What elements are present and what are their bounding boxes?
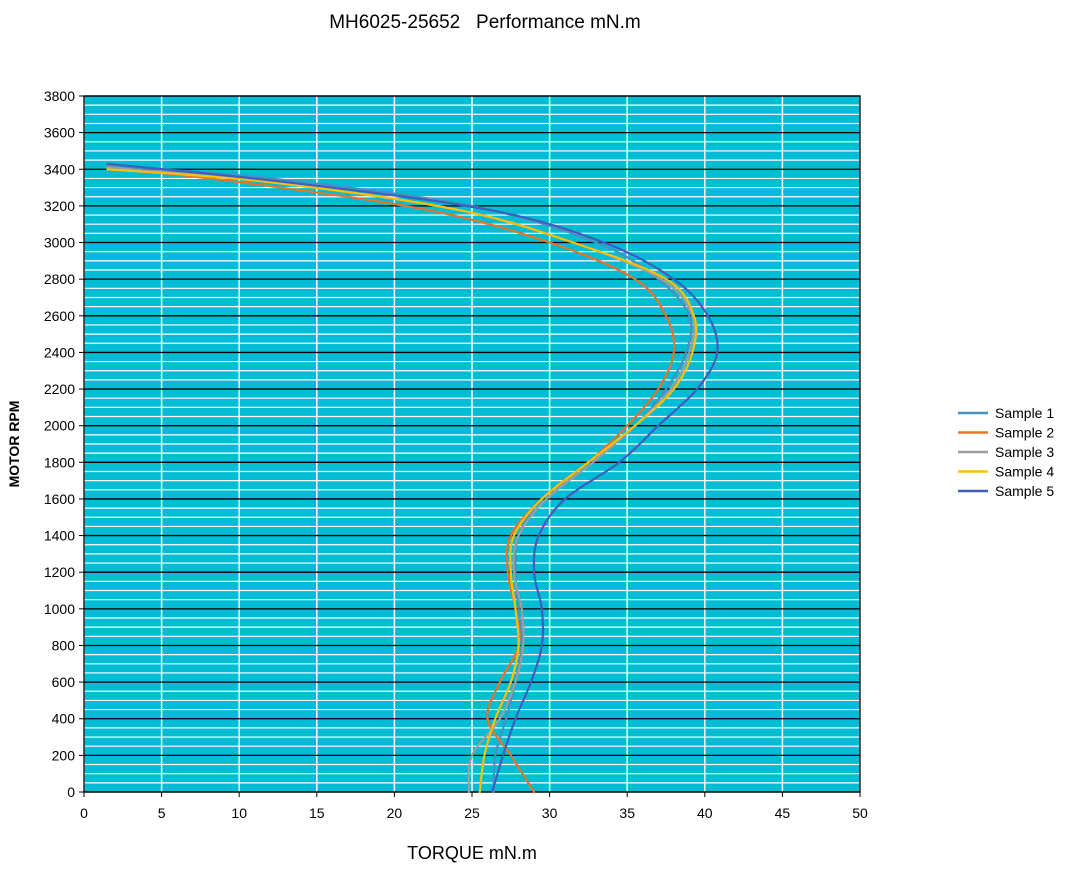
y-tick-label: 2200 — [44, 381, 75, 397]
y-tick-label: 1000 — [44, 601, 75, 617]
series-line-sample-2 — [106, 166, 676, 794]
x-tick-label: 50 — [852, 805, 868, 821]
y-tick-label: 3200 — [44, 198, 75, 214]
x-tick-label: 5 — [158, 805, 166, 821]
legend-label: Sample 4 — [995, 464, 1054, 480]
chart-title: MH6025-25652 Performance mN.m — [329, 12, 641, 33]
legend-label: Sample 2 — [995, 425, 1054, 441]
x-axis-title: TORQUE mN.m — [407, 843, 537, 863]
y-axis-title: MOTOR RPM — [6, 401, 22, 488]
x-tick-label: 15 — [309, 805, 325, 821]
y-tick-label: 2000 — [44, 418, 75, 434]
x-tick-label: 35 — [619, 805, 635, 821]
x-tick-label: 10 — [231, 805, 247, 821]
x-tick-label: 45 — [775, 805, 791, 821]
series-line-sample-4 — [106, 168, 698, 794]
x-tick-label: 0 — [80, 805, 88, 821]
y-tick-label: 200 — [52, 747, 76, 763]
y-tick-label: 3600 — [44, 125, 75, 141]
y-tick-label: 1800 — [44, 454, 75, 470]
x-tick-label: 30 — [542, 805, 558, 821]
x-tick-label: 20 — [387, 805, 403, 821]
y-tick-label: 3400 — [44, 161, 75, 177]
legend-label: Sample 3 — [995, 444, 1054, 460]
legend-label: Sample 1 — [995, 405, 1054, 421]
y-tick-label: 400 — [52, 711, 76, 727]
legend-label: Sample 5 — [995, 483, 1054, 499]
y-tick-label: 3000 — [44, 235, 75, 251]
y-tick-label: 1400 — [44, 528, 75, 544]
x-tick-label: 25 — [464, 805, 480, 821]
y-tick-label: 600 — [52, 674, 76, 690]
series-lines — [106, 162, 719, 794]
y-tick-label: 2600 — [44, 308, 75, 324]
y-tick-label: 1600 — [44, 491, 75, 507]
legend: Sample 1 Sample 2 Sample 3 Sample 4 Sample 5 — [958, 405, 1054, 499]
y-tick-label: 800 — [52, 637, 76, 653]
y-tick-label: 0 — [67, 784, 75, 800]
y-tick-label: 2400 — [44, 344, 75, 360]
series-line-sample-5 — [106, 162, 719, 794]
y-tick-label: 3800 — [44, 88, 75, 104]
x-axis-ticks: 0 5 10 15 20 25 30 35 40 45 50 — [80, 792, 868, 821]
y-tick-label: 2800 — [44, 271, 75, 287]
x-tick-label: 40 — [697, 805, 713, 821]
y-tick-label: 1200 — [44, 564, 75, 580]
y-axis-ticks: 0 200 400 600 800 1000 1200 1400 1600 1800 2000 220… — [44, 88, 84, 800]
